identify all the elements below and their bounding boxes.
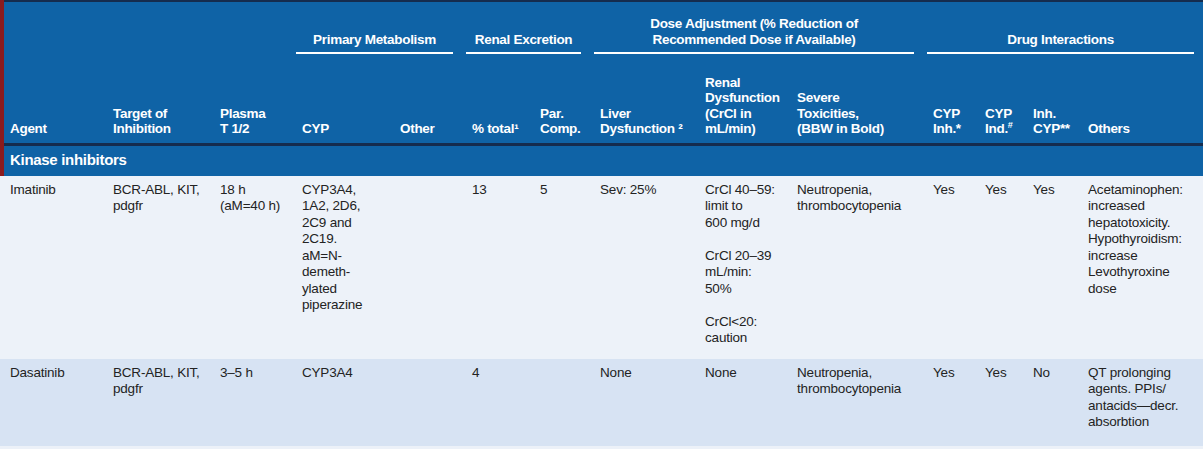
cell-cyp-inducer: Yes	[975, 176, 1023, 359]
cell-percent-total: 4	[462, 359, 530, 446]
col-header-target-of-inhibition: Target of Inhibition	[103, 54, 210, 144]
cell-other	[390, 359, 462, 446]
table-body: Kinase inhibitors Imatinib BCR-ABL, KIT,…	[0, 144, 1203, 446]
cell-other	[390, 176, 462, 359]
cell-plasma: 3–5 h	[210, 359, 292, 446]
cell-renal-dysfunction: None	[695, 359, 787, 446]
cell-inhibits-cyp: No	[1023, 359, 1078, 446]
section-title: Kinase inhibitors	[0, 144, 1203, 176]
col-header-other: Other	[390, 54, 462, 144]
drug-interactions-table: Primary Metabolism Renal Excretion Dose …	[0, 0, 1203, 446]
cell-renal-dysfunction: CrCl 40–59: limit to 600 mg/d CrCl 20–39…	[695, 176, 787, 359]
cell-severe-toxicities: Neutropenia, thrombocytopenia	[787, 359, 923, 446]
group-header-drug-interactions: Drug Interactions	[923, 1, 1203, 54]
cell-liver-dysfunction: None	[590, 359, 695, 446]
col-header-percent-total: % total¹	[462, 54, 530, 144]
table-row-imatinib: Imatinib BCR-ABL, KIT, pdgfr 18 h (aM=40…	[0, 176, 1203, 359]
table-header: Primary Metabolism Renal Excretion Dose …	[0, 1, 1203, 144]
cell-cyp: CYP3A4, 1A2, 2D6, 2C9 and 2C19. aM=N- de…	[292, 176, 390, 359]
group-header-renal-excretion: Renal Excretion	[462, 1, 590, 54]
cell-percent-total: 13	[462, 176, 530, 359]
col-header-inhibits-cyp: Inh. CYP**	[1023, 54, 1078, 144]
col-header-cyp-inhibitor: CYP Inh.*	[923, 54, 975, 144]
cell-cyp-inducer: Yes	[975, 359, 1023, 446]
col-header-cyp-inducer: CYP Ind.#	[975, 54, 1023, 144]
col-header-liver-dysfunction: Liver Dysfunction ²	[590, 54, 695, 144]
group-header-dose-adjustment: Dose Adjustment (% Reduction of Recommen…	[590, 1, 923, 54]
group-label: Drug Interactions	[927, 32, 1194, 55]
column-header-row: Agent Target of Inhibition Plasma T 1/2 …	[0, 54, 1203, 144]
section-row: Kinase inhibitors	[0, 144, 1203, 176]
col-header-severe-toxicities: Severe Toxicities, (BBW in Bold)	[787, 54, 923, 144]
col-header-renal-dysfunction: Renal Dysfunction (CrCl in mL/min)	[695, 54, 787, 144]
cell-inhibits-cyp: Yes	[1023, 176, 1078, 359]
cell-target: BCR-ABL, KIT, pdgfr	[103, 359, 210, 446]
group-header-empty	[0, 1, 292, 54]
cell-target: BCR-ABL, KIT, pdgfr	[103, 176, 210, 359]
cell-others: QT prolonging agents. PPIs/ antacids—dec…	[1078, 359, 1203, 446]
col-header-others: Others	[1078, 54, 1203, 144]
group-header-primary-metabolism: Primary Metabolism	[292, 1, 462, 54]
col-header-agent: Agent	[0, 54, 103, 144]
footnote-marker: #	[1008, 120, 1013, 130]
accent-stripe	[0, 0, 4, 176]
group-label: Primary Metabolism	[296, 32, 453, 55]
drug-table-page: Primary Metabolism Renal Excretion Dose …	[0, 0, 1203, 449]
table-row-dasatinib: Dasatinib BCR-ABL, KIT, pdgfr 3–5 h CYP3…	[0, 359, 1203, 446]
cell-cyp-inhibitor: Yes	[923, 359, 975, 446]
cell-liver-dysfunction: Sev: 25%	[590, 176, 695, 359]
cell-plasma: 18 h (aM=40 h)	[210, 176, 292, 359]
cell-agent: Dasatinib	[0, 359, 103, 446]
col-header-plasma-t-half: Plasma T 1/2	[210, 54, 292, 144]
cell-cyp-inhibitor: Yes	[923, 176, 975, 359]
group-label: Dose Adjustment (% Reduction of Recommen…	[594, 16, 914, 54]
cell-others: Acetaminophen: increased hepatotoxicity.…	[1078, 176, 1203, 359]
cell-severe-toxicities: Neutropenia, thrombocytopenia	[787, 176, 923, 359]
cell-parent-compound	[530, 359, 590, 446]
cell-cyp: CYP3A4	[292, 359, 390, 446]
cell-agent: Imatinib	[0, 176, 103, 359]
col-header-parent-compound: Par. Comp.	[530, 54, 590, 144]
group-label: Renal Excretion	[466, 32, 581, 55]
group-header-row: Primary Metabolism Renal Excretion Dose …	[0, 1, 1203, 54]
cell-parent-compound: 5	[530, 176, 590, 359]
col-header-cyp: CYP	[292, 54, 390, 144]
